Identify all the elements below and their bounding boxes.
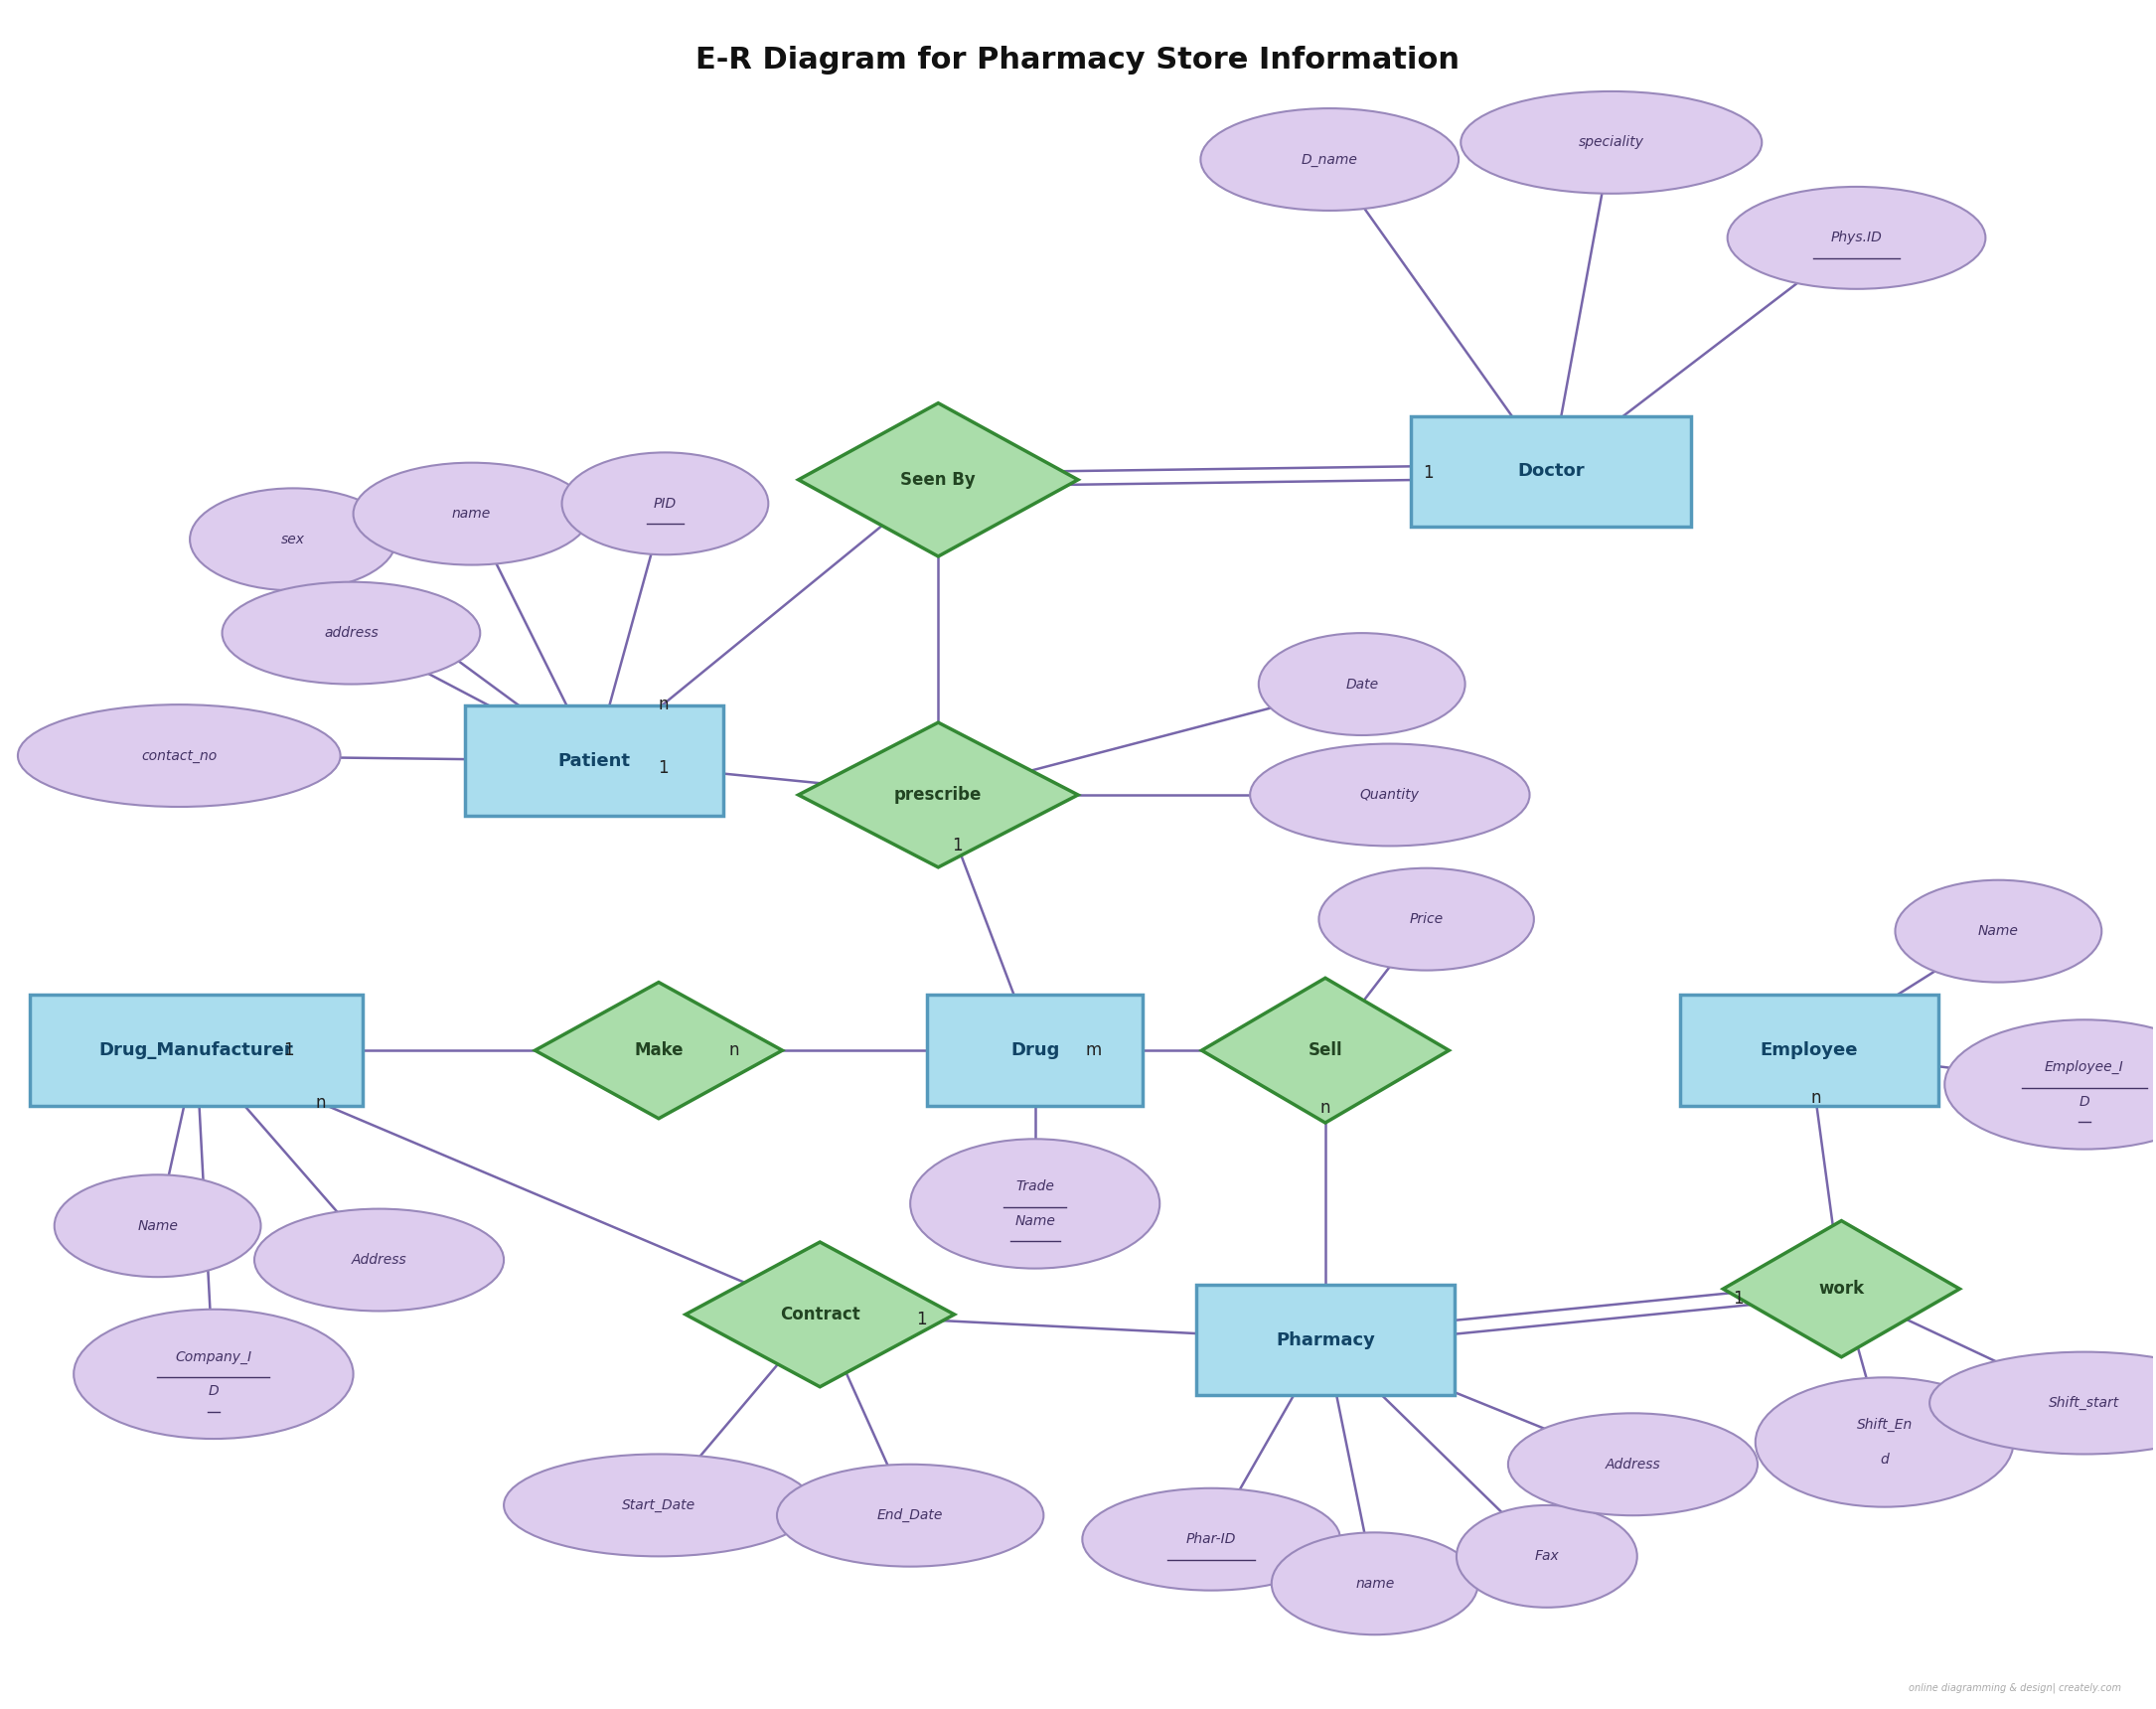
Text: Doctor: Doctor: [1518, 461, 1585, 480]
Text: work: work: [1818, 1280, 1865, 1297]
Ellipse shape: [1272, 1533, 1479, 1636]
Polygon shape: [798, 403, 1078, 557]
Text: Employee: Employee: [1759, 1041, 1858, 1060]
Ellipse shape: [1755, 1377, 2014, 1507]
Ellipse shape: [776, 1465, 1044, 1567]
Ellipse shape: [17, 704, 341, 807]
Text: Address: Address: [351, 1253, 407, 1266]
Text: m: m: [1084, 1041, 1102, 1060]
Text: prescribe: prescribe: [895, 786, 983, 803]
Ellipse shape: [190, 489, 397, 591]
Text: Seen By: Seen By: [901, 470, 977, 489]
FancyBboxPatch shape: [927, 995, 1143, 1106]
Ellipse shape: [1250, 743, 1529, 846]
Text: Patient: Patient: [558, 752, 630, 769]
Text: 1: 1: [1423, 463, 1434, 482]
Text: n: n: [729, 1041, 740, 1060]
Text: 1: 1: [658, 759, 668, 776]
Text: Name: Name: [1015, 1213, 1054, 1227]
Text: 1: 1: [916, 1311, 927, 1328]
Ellipse shape: [1457, 1506, 1636, 1608]
Text: Name: Name: [1977, 925, 2018, 938]
Text: D: D: [209, 1384, 218, 1398]
Polygon shape: [686, 1242, 955, 1386]
Text: Drug: Drug: [1011, 1041, 1059, 1060]
Text: Shift_start: Shift_start: [2048, 1396, 2119, 1410]
FancyBboxPatch shape: [466, 706, 722, 817]
Text: Address: Address: [1604, 1458, 1660, 1471]
Ellipse shape: [1082, 1489, 1341, 1591]
Ellipse shape: [910, 1138, 1160, 1268]
FancyBboxPatch shape: [1197, 1285, 1455, 1395]
Text: Fax: Fax: [1535, 1550, 1559, 1564]
Polygon shape: [535, 983, 783, 1118]
Polygon shape: [1723, 1220, 1960, 1357]
Ellipse shape: [1259, 632, 1466, 735]
Text: Pharmacy: Pharmacy: [1276, 1331, 1376, 1348]
Text: name: name: [453, 508, 492, 521]
Ellipse shape: [222, 583, 481, 684]
Ellipse shape: [254, 1208, 505, 1311]
Text: Quantity: Quantity: [1360, 788, 1419, 802]
Text: Price: Price: [1410, 913, 1442, 926]
Text: name: name: [1356, 1577, 1395, 1591]
Text: 1: 1: [953, 837, 964, 854]
Text: End_Date: End_Date: [877, 1509, 942, 1523]
Text: d: d: [1880, 1453, 1889, 1466]
Text: Phar-ID: Phar-ID: [1186, 1533, 1235, 1547]
Text: Shift_En: Shift_En: [1856, 1418, 1912, 1432]
Text: Make: Make: [634, 1041, 683, 1060]
Polygon shape: [1201, 978, 1449, 1123]
Text: speciality: speciality: [1578, 135, 1645, 149]
Ellipse shape: [1727, 186, 1986, 289]
Text: n: n: [1811, 1089, 1822, 1107]
Text: n: n: [315, 1094, 326, 1113]
Text: Employee_I: Employee_I: [2044, 1060, 2124, 1075]
Text: Trade: Trade: [1015, 1179, 1054, 1193]
Ellipse shape: [1319, 868, 1533, 971]
Text: address: address: [323, 625, 377, 639]
Text: Contract: Contract: [780, 1306, 860, 1323]
Ellipse shape: [505, 1454, 813, 1557]
Text: Sell: Sell: [1309, 1041, 1343, 1060]
Text: online diagramming & design| creately.com: online diagramming & design| creately.co…: [1908, 1682, 2122, 1692]
Ellipse shape: [54, 1174, 261, 1277]
Ellipse shape: [1930, 1352, 2156, 1454]
FancyBboxPatch shape: [1412, 415, 1690, 526]
Text: Date: Date: [1345, 677, 1378, 690]
Ellipse shape: [563, 453, 768, 555]
Text: contact_no: contact_no: [142, 749, 218, 762]
Text: Company_I: Company_I: [175, 1350, 252, 1364]
FancyBboxPatch shape: [1680, 995, 1938, 1106]
Ellipse shape: [354, 463, 591, 566]
Text: n: n: [1319, 1099, 1330, 1118]
Text: D_name: D_name: [1302, 152, 1358, 166]
Text: 1: 1: [282, 1041, 293, 1060]
Ellipse shape: [1462, 91, 1761, 193]
Text: Start_Date: Start_Date: [621, 1499, 696, 1512]
Text: Name: Name: [138, 1219, 179, 1232]
Text: Phys.ID: Phys.ID: [1830, 231, 1882, 244]
Ellipse shape: [73, 1309, 354, 1439]
Text: D: D: [2078, 1094, 2089, 1109]
Text: sex: sex: [280, 533, 304, 547]
FancyBboxPatch shape: [30, 995, 362, 1106]
Text: n: n: [658, 696, 668, 714]
Text: 1: 1: [1733, 1290, 1744, 1307]
Text: Drug_Manufacturer: Drug_Manufacturer: [99, 1041, 293, 1060]
Text: PID: PID: [653, 497, 677, 511]
Text: E-R Diagram for Pharmacy Store Information: E-R Diagram for Pharmacy Store Informati…: [696, 46, 1460, 73]
Polygon shape: [798, 723, 1078, 866]
Ellipse shape: [1895, 880, 2102, 983]
Ellipse shape: [1201, 108, 1460, 210]
Ellipse shape: [1945, 1020, 2156, 1148]
Ellipse shape: [1507, 1413, 1757, 1516]
